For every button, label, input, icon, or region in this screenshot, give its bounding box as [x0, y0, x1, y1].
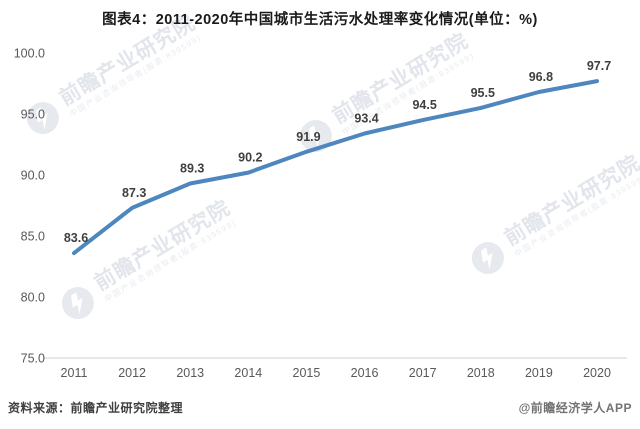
y-tick-label: 95.0	[21, 108, 45, 122]
y-tick-label: 85.0	[21, 230, 45, 244]
data-point-label: 91.9	[296, 130, 320, 144]
data-point-label: 89.3	[180, 162, 204, 176]
data-point-label: 93.4	[354, 112, 378, 126]
data-point-label: 96.8	[529, 70, 553, 84]
x-tick-label: 2014	[234, 366, 262, 380]
data-point-label: 95.5	[471, 86, 495, 100]
x-tick-label: 2018	[467, 366, 495, 380]
chart-title: 图表4：2011-2020年中国城市生活污水处理率变化情况(单位：%)	[102, 12, 538, 28]
trend-line	[72, 79, 599, 256]
x-tick-label: 2020	[583, 366, 611, 380]
app-credit: @前瞻经济学人APP	[518, 401, 632, 415]
x-tick-label: 2017	[409, 366, 437, 380]
data-point-label: 83.6	[64, 231, 88, 245]
data-point-label: 87.3	[122, 186, 146, 200]
data-point-label: 97.7	[587, 59, 611, 73]
x-tick-label: 2016	[351, 366, 379, 380]
source-note: 资料来源：前瞻产业研究院整理	[8, 401, 184, 415]
y-tick-label: 100.0	[14, 47, 45, 61]
chart-footer: 资料来源：前瞻产业研究院整理 @前瞻经济学人APP	[8, 399, 632, 416]
x-tick-label: 2015	[293, 366, 321, 380]
data-point-label: 90.2	[238, 151, 262, 165]
y-tick-label: 75.0	[21, 352, 45, 366]
data-point-label: 94.5	[412, 98, 436, 112]
x-tick-label: 2019	[525, 366, 553, 380]
y-tick-label: 80.0	[21, 291, 45, 305]
x-tick-label: 2013	[176, 366, 204, 380]
x-tick-label: 2012	[118, 366, 146, 380]
x-tick-label: 2011	[61, 366, 88, 380]
y-tick-label: 90.0	[21, 169, 45, 183]
